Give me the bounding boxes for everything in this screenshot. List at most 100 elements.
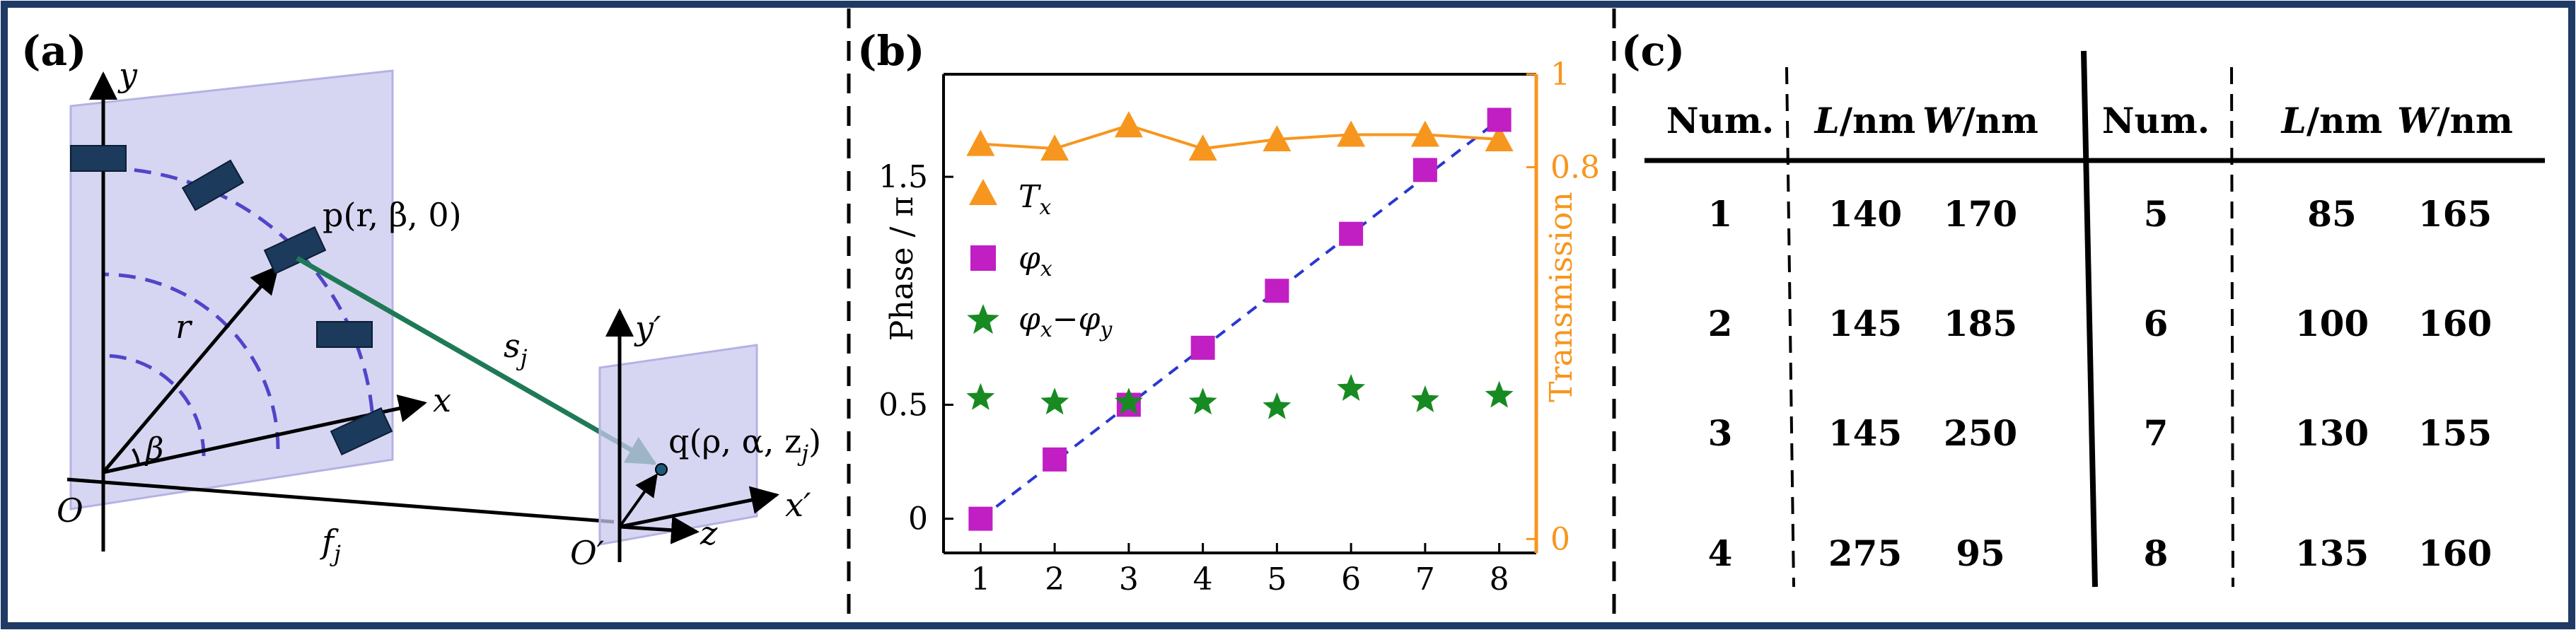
panel-c-label: (c) bbox=[1621, 27, 1685, 75]
source-plane bbox=[69, 69, 394, 511]
beta-label: β bbox=[144, 431, 163, 467]
beta-arc bbox=[132, 448, 140, 465]
tx-line bbox=[980, 124, 1499, 151]
x-tick-label: 7 bbox=[1415, 561, 1435, 597]
table-cell: 5 bbox=[2144, 193, 2169, 235]
table-cell: 275 bbox=[1828, 532, 1902, 574]
phix-point bbox=[1412, 158, 1437, 182]
table-header-cell: Num. bbox=[1666, 100, 1774, 141]
tx-point bbox=[966, 129, 995, 156]
phase-diff-point bbox=[1188, 387, 1217, 415]
y-left-axis-title: Phase / π bbox=[884, 197, 920, 342]
table-header-cell: L/nm bbox=[2280, 100, 2383, 141]
table-header-cell: Num. bbox=[2102, 100, 2210, 141]
panel-c: (c) Num. L/nm W/nm Num. L/nm W/nm1 140 170 5 85 16… bbox=[1621, 27, 2545, 588]
y-axis-label: y bbox=[117, 56, 138, 94]
table-cell: 1 bbox=[1708, 193, 1733, 235]
table-cell: 160 bbox=[2418, 303, 2492, 344]
table-cell: 6 bbox=[2144, 303, 2169, 344]
legend-marker-diff bbox=[967, 304, 999, 334]
table-header-cell: W/nm bbox=[2397, 100, 2513, 141]
y-right-axis-title: Transmission bbox=[1543, 192, 1579, 402]
tx-point bbox=[1040, 134, 1069, 161]
legend-marker-phix bbox=[970, 245, 996, 271]
table-cell: 2 bbox=[1708, 303, 1733, 344]
phix-point bbox=[968, 506, 993, 531]
x-tick-label: 5 bbox=[1267, 561, 1287, 597]
origin-prime-label: O′ bbox=[570, 534, 605, 572]
table-header-cell: L/nm bbox=[1814, 100, 1916, 141]
table-cell: 145 bbox=[1828, 303, 1902, 344]
panel-b: (b) 1 2 3 4 5 6 7 8 0 0.5 1.5 0 0.8 1 Phase / π Trans… bbox=[857, 27, 1600, 597]
table-cell: 3 bbox=[1708, 412, 1733, 454]
table-cell: 170 bbox=[1944, 193, 2017, 235]
center-divider bbox=[2081, 50, 2098, 588]
phase-diff-point bbox=[1263, 392, 1292, 419]
r-label: r bbox=[175, 308, 193, 346]
tx-point bbox=[1485, 125, 1514, 152]
phix-point bbox=[1043, 447, 1067, 472]
x-tick-label: 2 bbox=[1045, 561, 1064, 597]
origin-label: O bbox=[57, 491, 83, 530]
dashed-arc-outer bbox=[103, 166, 376, 439]
s-label: sj bbox=[504, 327, 528, 371]
table-cell: 165 bbox=[2418, 193, 2492, 235]
tx-point bbox=[1188, 134, 1217, 161]
table-cell: 160 bbox=[2418, 532, 2492, 574]
table-cell: 250 bbox=[1944, 412, 2017, 454]
x-tick-label: 1 bbox=[970, 561, 990, 597]
x-tick-label: 3 bbox=[1119, 561, 1139, 597]
table-cell: 130 bbox=[2295, 412, 2369, 454]
tx-point bbox=[1114, 111, 1143, 138]
y-left-tick-label: 0 bbox=[908, 501, 928, 537]
meta-atom bbox=[316, 321, 373, 348]
legend-label-phix: φx bbox=[1019, 240, 1052, 281]
y-left-tick-label: 1.5 bbox=[878, 159, 928, 195]
table-cell: 4 bbox=[1708, 532, 1733, 574]
point-p-label: p(r, β, 0) bbox=[323, 196, 462, 234]
ray-s bbox=[296, 255, 657, 466]
table-header-cell: W/nm bbox=[1922, 100, 2038, 141]
dashed-divider-left bbox=[1785, 66, 1795, 588]
tx-point bbox=[1263, 125, 1292, 152]
phix-point bbox=[1339, 221, 1364, 246]
f-axis bbox=[66, 477, 615, 524]
legend: Tx φx φx−φy bbox=[967, 179, 1113, 342]
r-vector bbox=[102, 264, 279, 474]
table-cell: 7 bbox=[2144, 412, 2169, 454]
dashed-arc-inner bbox=[103, 354, 206, 457]
dashed-divider-right bbox=[2230, 66, 2234, 588]
x-tick-label: 4 bbox=[1193, 561, 1213, 597]
q-vector bbox=[618, 473, 658, 528]
x-tick-label: 6 bbox=[1341, 561, 1361, 597]
phix-point bbox=[1265, 279, 1289, 303]
phix-point bbox=[1487, 107, 1512, 132]
tx-point bbox=[1410, 120, 1439, 147]
z-label: z bbox=[700, 514, 718, 552]
tx-point bbox=[1337, 120, 1366, 147]
phase-transmission-chart: 1 2 3 4 5 6 7 8 0 0.5 1.5 0 0.8 1 bbox=[878, 57, 1600, 597]
panel-a: (a) y x O β r p(r, β, 0) s bbox=[21, 27, 821, 572]
y-prime-label: y′ bbox=[634, 309, 661, 347]
meta-atom bbox=[70, 145, 127, 172]
legend-label-diff: φx−φy bbox=[1019, 301, 1113, 342]
table-cell: 8 bbox=[2144, 532, 2169, 574]
y-right-tick-label: 0.8 bbox=[1550, 149, 1600, 185]
x-prime-label: x′ bbox=[785, 486, 811, 524]
fit-line bbox=[980, 118, 1500, 520]
meta-atom bbox=[181, 159, 245, 211]
table-cell: 100 bbox=[2295, 303, 2369, 344]
legend-marker-tx bbox=[969, 179, 997, 205]
meta-atom bbox=[330, 407, 393, 456]
table-cell: 85 bbox=[2307, 193, 2357, 235]
phix-point bbox=[1190, 335, 1215, 360]
point-q bbox=[655, 463, 668, 476]
table-cell: 135 bbox=[2295, 532, 2369, 574]
phase-diff-point bbox=[1485, 380, 1514, 408]
point-q-label: q(ρ, α, zj) bbox=[668, 422, 821, 467]
z-axis bbox=[619, 515, 700, 544]
legend-label-tx: Tx bbox=[1019, 179, 1051, 220]
table-cell: 155 bbox=[2418, 412, 2492, 454]
